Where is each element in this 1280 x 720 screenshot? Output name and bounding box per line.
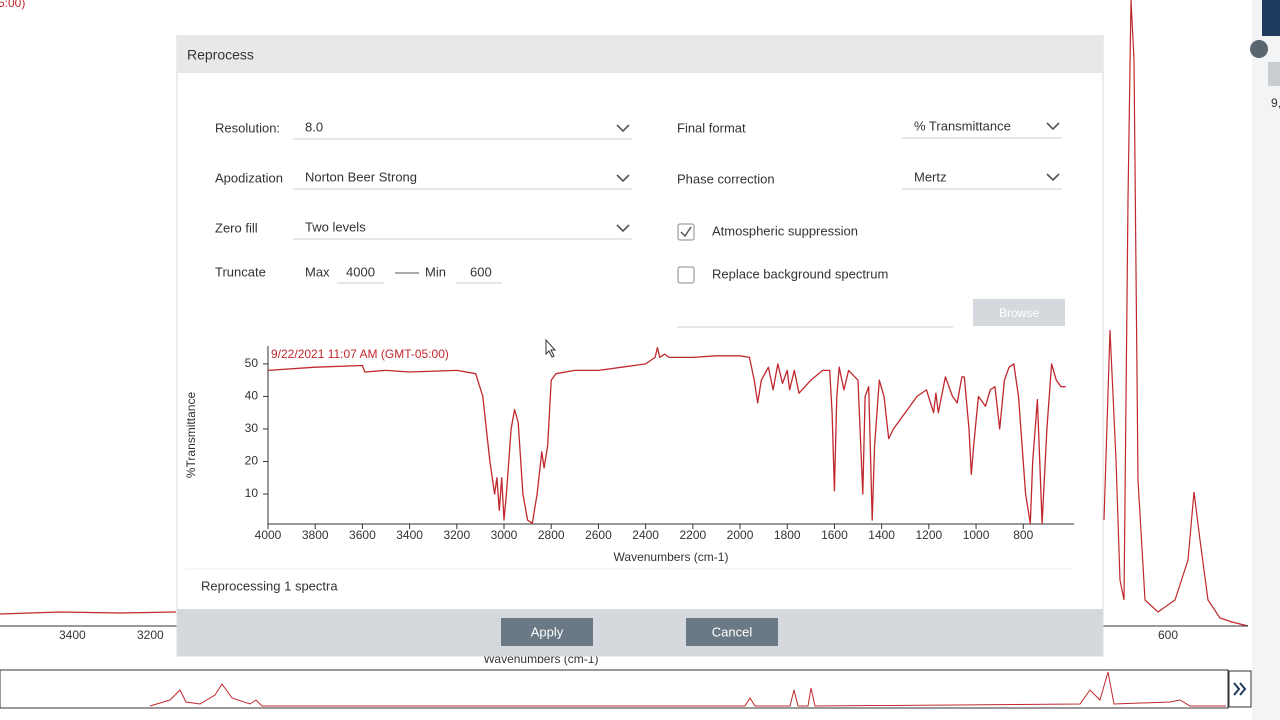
x-tick-label: 3600 [349,528,376,542]
field-label: Phase correction [677,171,775,186]
bg-trace [1103,0,1249,627]
dropdown-value[interactable]: 8.0 [305,119,323,134]
overview-strip[interactable] [0,669,1229,709]
y-tick-label: 40 [245,389,259,403]
dropdown-value[interactable]: Two levels [305,219,366,234]
side-tab[interactable] [1268,62,1280,86]
checkbox[interactable] [677,223,695,241]
x-tick-label: 1200 [915,528,942,542]
chart-annotation: 9/22/2021 11:07 AM (GMT-05:00) [271,347,449,361]
field-label: Zero fill [215,220,258,235]
field-label: Final format [677,120,746,135]
dropdown-chevron [616,224,630,233]
side-panel [1252,0,1280,720]
checkbox-label: Replace background spectrum [712,266,888,281]
y-tick-label: 30 [245,421,259,435]
cancel-label: Cancel [712,624,753,639]
field-label: Resolution: [215,120,280,135]
x-tick-label: 2800 [538,528,565,542]
min-input[interactable]: 600 [470,264,492,279]
x-tick-label: 2400 [632,528,659,542]
apply-label: Apply [531,624,564,639]
x-tick-label: 1000 [963,528,990,542]
browse-label: Browse [999,306,1039,320]
x-tick-label: 2000 [727,528,754,542]
dropdown-chevron [1046,122,1060,131]
dropdown-chevron [1046,173,1060,182]
x-tick-label: 1800 [774,528,801,542]
bg-tick-label: 3200 [137,628,164,642]
y-tick-label: 20 [245,454,259,468]
mouse-cursor [545,338,557,358]
dropdown-value[interactable]: Mertz [914,169,947,184]
x-tick-label: 4000 [255,528,282,542]
apply-button[interactable] [501,618,593,646]
max-input[interactable]: 4000 [346,264,375,279]
x-tick-label: 2600 [585,528,612,542]
dialog-footer [177,609,1103,656]
dropdown-value[interactable]: Norton Beer Strong [305,169,417,184]
x-tick-label: 2200 [679,528,706,542]
x-tick-label: 3000 [491,528,518,542]
dialog-header [177,36,1103,73]
dropdown-chevron [616,174,630,183]
dropdown-chevron [616,124,630,133]
x-tick-label: 3200 [443,528,470,542]
overview-trace [149,671,1226,707]
checkmark [680,226,692,238]
side-text: 9, [1271,96,1280,110]
x-axis-label: Wavenumbers (cm-1) [614,550,729,564]
x-tick-label: 3800 [302,528,329,542]
bg-tick-label: 600 [1158,628,1178,642]
side-arrow-button[interactable] [1250,40,1268,58]
status-text: Reprocessing 1 spectra [201,578,338,593]
checkbox[interactable] [677,266,695,284]
x-tick-label: 1400 [868,528,895,542]
bg-tick-label: 3400 [59,628,86,642]
truncate-label: Truncate [215,264,266,279]
cancel-button[interactable] [686,618,778,646]
y-axis-label: %Transmittance [184,392,198,479]
y-tick-label: 10 [245,486,259,500]
bg-trace [0,611,177,615]
x-tick-label: 800 [1013,528,1033,542]
field-label: Apodization [215,170,283,185]
bg-annotation: 5:00) [0,0,25,10]
y-tick-label: 50 [245,356,259,370]
side-icon[interactable] [1262,0,1280,36]
spectrum-line [267,346,1066,524]
dropdown-value[interactable]: % Transmittance [914,118,1011,133]
x-tick-label: 3400 [396,528,423,542]
browse-button[interactable] [973,299,1065,326]
dialog-title: Reprocess [187,47,254,63]
overview-expand-icon [1233,682,1247,696]
min-label: Min [425,264,446,279]
checkbox-label: Atmospheric suppression [712,223,858,238]
max-label: Max [305,264,330,279]
x-tick-label: 1600 [821,528,848,542]
